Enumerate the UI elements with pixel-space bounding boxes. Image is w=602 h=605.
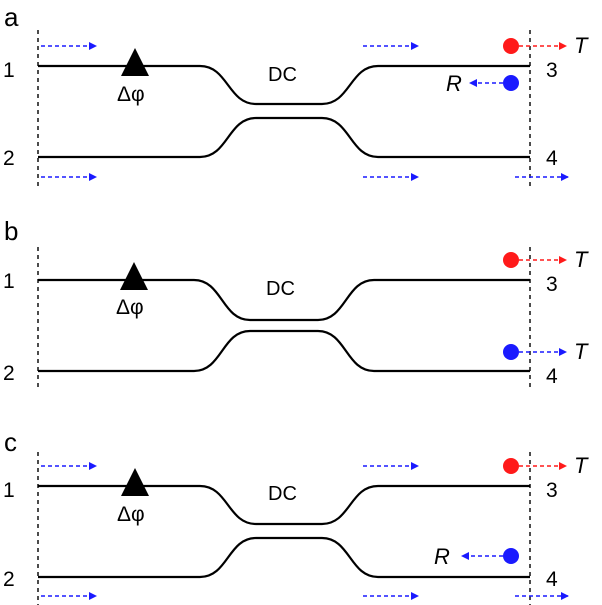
transmission-label: T: [574, 453, 589, 478]
port-2-label: 2: [3, 362, 15, 385]
port-4-label: 4: [546, 365, 558, 388]
waveguide-bottom: [38, 116, 530, 159]
panel-a-letter: a: [4, 2, 19, 32]
panel-b-letter: b: [4, 216, 18, 246]
panel-c: c 1 2 3 4 Δφ DC T R: [3, 427, 589, 605]
transmission-label-port-4: T: [574, 339, 589, 364]
phase-label: Δφ: [117, 83, 145, 106]
red-dot-icon: [503, 458, 519, 474]
phase-label: Δφ: [117, 503, 145, 526]
phase-shifter-triangle-icon: [121, 468, 149, 496]
phase-label: Δφ: [116, 296, 144, 319]
port-1-label: 1: [3, 270, 15, 293]
red-dot-icon: [503, 38, 519, 54]
transmission-label-port-3: T: [574, 247, 589, 272]
port-3-label: 3: [546, 59, 558, 82]
panel-b: b 1 2 3 4 Δφ DC T T: [3, 216, 589, 390]
port-4-label: 4: [546, 147, 558, 170]
port-1-label: 1: [3, 479, 15, 502]
blue-dot-icon: [503, 548, 519, 564]
coupler-label: DC: [268, 483, 297, 505]
red-dot-icon: [503, 252, 519, 268]
coupler-label: DC: [266, 278, 295, 300]
port-2-label: 2: [3, 147, 15, 170]
coupler-label: DC: [268, 64, 297, 86]
port-3-label: 3: [546, 479, 558, 502]
waveguide-top: [38, 484, 530, 526]
port-2-label: 2: [3, 568, 15, 591]
phase-shifter-triangle-icon: [120, 262, 148, 290]
waveguide-top: [38, 64, 530, 106]
reflection-label: R: [434, 544, 450, 569]
port-3-label: 3: [546, 273, 558, 296]
port-4-label: 4: [546, 568, 558, 591]
waveguide-bottom: [38, 329, 530, 373]
blue-dot-icon: [503, 75, 519, 91]
waveguide-top: [38, 278, 530, 322]
port-1-label: 1: [3, 59, 15, 82]
panel-a: a 1 2 3 4 Δφ DC T R: [3, 2, 589, 190]
waveguide-bottom: [38, 536, 530, 579]
phase-shifter-triangle-icon: [121, 48, 149, 76]
panel-c-letter: c: [4, 427, 17, 457]
transmission-label: T: [574, 33, 589, 58]
reflection-label: R: [446, 71, 462, 96]
blue-dot-icon: [503, 344, 519, 360]
